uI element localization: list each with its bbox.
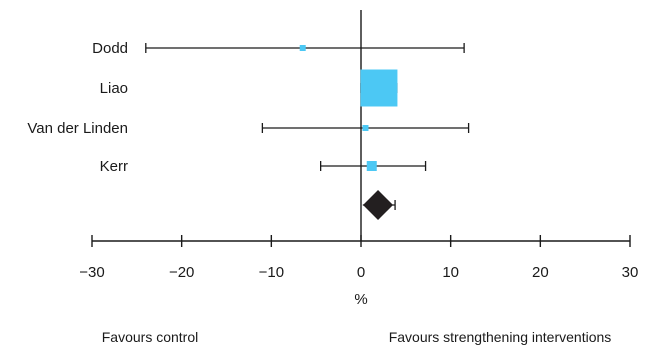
- x-axis-title: %: [354, 291, 367, 308]
- pooled-diamond-marker: [363, 190, 394, 220]
- study-row: Kerr: [100, 158, 427, 175]
- pooled-estimate: [362, 190, 396, 220]
- x-tick-label: −30: [79, 264, 104, 281]
- x-tick-label: 30: [622, 264, 639, 281]
- x-axis: −30 −20 −10 0 10 20 30: [79, 235, 638, 281]
- study-label: Liao: [100, 80, 128, 97]
- x-tick-label: −10: [259, 264, 284, 281]
- study-row: Liao: [100, 69, 398, 107]
- study-rows: Dodd Liao Van der Linden Kerr: [27, 40, 470, 175]
- study-estimate-marker: [360, 69, 398, 107]
- study-label: Van der Linden: [27, 120, 128, 137]
- favours-control-annotation: Favours control: [102, 329, 198, 345]
- study-estimate-marker: [299, 45, 306, 51]
- x-tick-label: 0: [357, 264, 365, 281]
- study-estimate-marker: [366, 161, 377, 171]
- x-tick-label: 20: [532, 264, 549, 281]
- study-row: Dodd: [92, 40, 465, 57]
- study-label: Kerr: [100, 158, 128, 175]
- study-row: Van der Linden: [27, 120, 470, 137]
- x-tick-label: −20: [169, 264, 194, 281]
- study-label: Dodd: [92, 40, 128, 57]
- favours-intervention-annotation: Favours strengthening interventions: [389, 329, 612, 345]
- study-estimate-marker: [362, 125, 369, 131]
- x-tick-label: 10: [442, 264, 459, 281]
